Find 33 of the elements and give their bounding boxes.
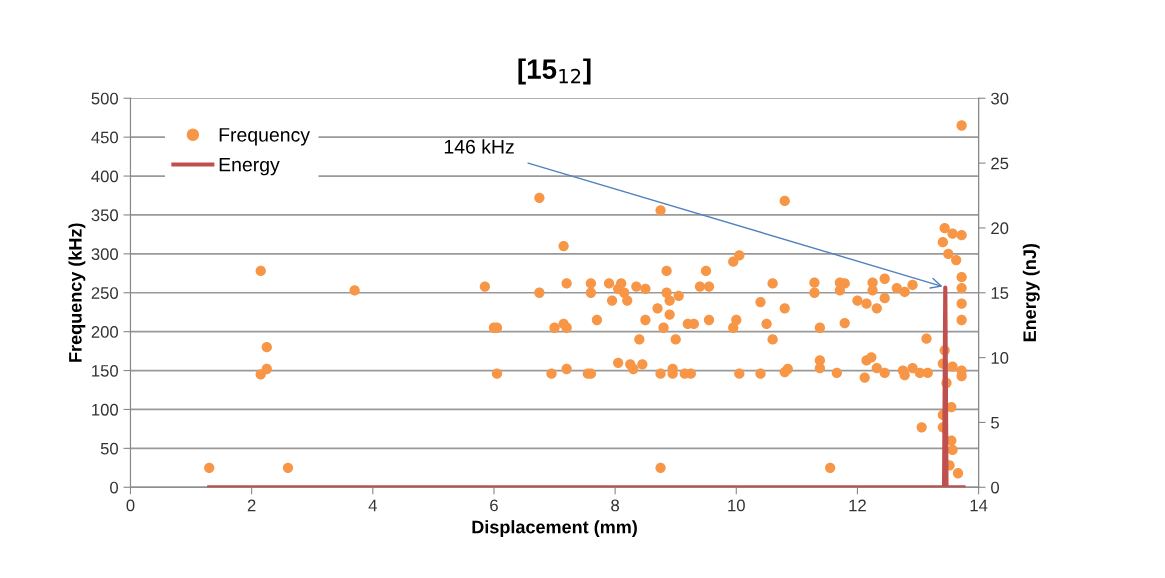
- y-tick-label: 100: [92, 403, 119, 416]
- y2-tick-label: 25: [991, 157, 1009, 170]
- y-tick-label: 350: [91, 209, 119, 222]
- y-tick-label: 50: [100, 442, 119, 455]
- y-axis-title: Frequency (kHz): [68, 223, 86, 362]
- annotation: 146 kHz: [444, 139, 514, 154]
- y2-tick-label: 0: [991, 481, 1000, 494]
- y-tick-label: 300: [91, 248, 119, 261]
- y-tick-label: 0: [110, 481, 119, 494]
- legend-label: Energy: [219, 157, 280, 176]
- y2-tick-label: 10: [991, 351, 1009, 364]
- x-tick-label: 0: [126, 499, 135, 512]
- x-tick-label: 14: [970, 499, 988, 512]
- x-tick-label: 6: [490, 499, 498, 512]
- y-tick-label: 450: [91, 131, 119, 144]
- x-tick-label: 4: [368, 499, 377, 512]
- y2-tick-label: 5: [991, 416, 999, 429]
- y2-tick-label: 20: [991, 222, 1009, 235]
- x-tick-label: 12: [849, 499, 866, 512]
- y-tick-label: 150: [92, 364, 119, 377]
- y2-tick-label: 15: [991, 287, 1009, 299]
- y-tick-label: 250: [91, 287, 119, 299]
- y2-axis-title: Energy (nJ): [1022, 243, 1040, 342]
- legend-label: Frequency: [219, 128, 310, 146]
- y2-tick-label: 30: [991, 92, 1009, 105]
- y-tick-label: 400: [91, 170, 119, 183]
- y-tick-label: 200: [91, 326, 119, 338]
- chart-title: [15$_{12}$]: [518, 58, 591, 85]
- x-tick-label: 10: [728, 499, 745, 512]
- x-axis-title: Displacement (mm): [472, 520, 637, 537]
- y-tick-label: 500: [91, 92, 119, 105]
- x-tick-label: 2: [247, 499, 256, 512]
- x-tick-label: 8: [611, 499, 620, 512]
